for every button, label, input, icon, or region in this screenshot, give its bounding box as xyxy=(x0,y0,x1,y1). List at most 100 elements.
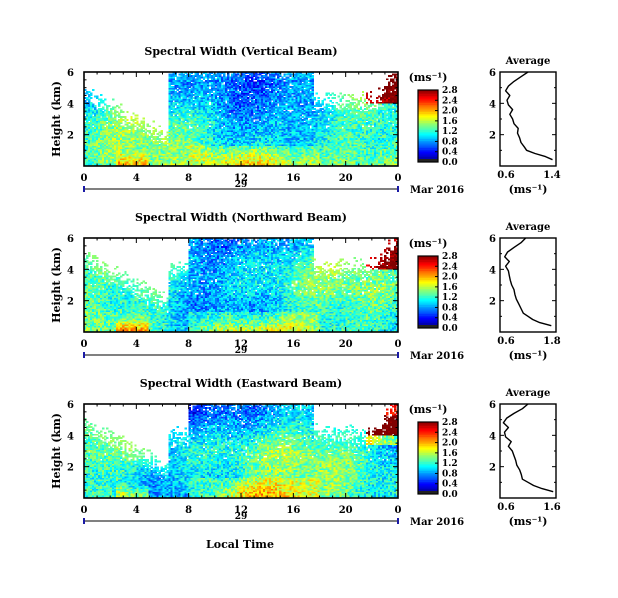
date-month-label: Mar 2016 xyxy=(410,517,464,528)
colorbar-segment xyxy=(418,427,438,430)
colorbar-segment xyxy=(418,423,438,427)
colorbar-segment xyxy=(418,486,438,490)
colorbar-tick-label: 2.4 xyxy=(442,96,458,106)
colorbar-segment xyxy=(418,436,438,439)
colorbar-segment xyxy=(418,135,438,138)
colorbar-segment xyxy=(418,151,438,154)
colorbar-segment xyxy=(418,326,438,329)
colorbar-segment xyxy=(418,113,438,116)
colorbar-segment xyxy=(418,99,438,102)
colorbar-segment xyxy=(418,476,438,479)
colorbar-segment xyxy=(418,160,438,163)
colorbar-segment xyxy=(418,106,438,109)
colorbar-frame xyxy=(417,89,439,163)
colorbar-segment xyxy=(418,142,438,145)
colorbar-tick-label: 0.4 xyxy=(442,148,458,158)
colorbar-segment xyxy=(418,102,438,105)
colorbar-segment xyxy=(418,115,438,118)
x-tick-label: 0 xyxy=(81,173,88,184)
colorbar-segment xyxy=(418,317,438,320)
colorbar-segment xyxy=(418,492,438,495)
profile-title: Average xyxy=(505,388,551,399)
colorbar-segment xyxy=(418,144,438,147)
profile-title: Average xyxy=(505,222,551,233)
x-tick-label: 20 xyxy=(339,173,353,184)
colorbar-segment xyxy=(418,265,438,268)
colorbar-segment xyxy=(418,324,438,327)
colorbar-segment xyxy=(418,126,438,129)
profile-x-axis-title: (ms⁻¹) xyxy=(509,349,548,362)
colorbar-segment xyxy=(418,270,438,273)
x-tick-label: 0 xyxy=(395,339,402,350)
colorbar-segment xyxy=(418,454,438,457)
colorbar-segment xyxy=(418,147,438,150)
colorbar-segment xyxy=(418,445,438,448)
x-tick-label: 0 xyxy=(395,505,402,516)
colorbar-segment xyxy=(418,295,438,298)
panel-title: Spectral Width (Northward Beam) xyxy=(135,211,347,224)
colorbar-segment xyxy=(418,268,438,271)
colorbar-segment xyxy=(418,293,438,297)
colorbar-segment xyxy=(418,279,438,282)
profile-y-tick-label: 4 xyxy=(489,265,496,276)
x-tick-label: 16 xyxy=(286,173,300,184)
y-tick-label: 4 xyxy=(67,265,74,276)
average-profile-line xyxy=(504,71,553,161)
colorbar-frame xyxy=(417,421,439,495)
colorbar-segment xyxy=(418,434,438,437)
colorbar-segment xyxy=(418,124,438,127)
profile-x-tick-label: 1.6 xyxy=(543,502,560,513)
colorbar-segment xyxy=(418,104,438,107)
colorbar-tick-label: 0.0 xyxy=(442,158,458,168)
colorbar-tick-label: 2.8 xyxy=(442,418,458,428)
date-month-label: Mar 2016 xyxy=(410,351,464,362)
y-axis-title: Height (km) xyxy=(50,81,63,157)
colorbar-segment xyxy=(418,93,438,96)
colorbar-segment xyxy=(418,138,438,141)
colorbar-segment xyxy=(418,261,438,264)
colorbar-segment xyxy=(418,158,438,161)
date-day-label: 29 xyxy=(235,180,248,190)
x-tick-label: 8 xyxy=(185,505,192,516)
profile-y-tick-label: 4 xyxy=(489,99,496,110)
colorbar-segment xyxy=(418,461,438,464)
colorbar-segment xyxy=(418,140,438,143)
colorbar-tick-label: 1.2 xyxy=(442,127,458,137)
heatmap-cells xyxy=(84,72,399,167)
colorbar-unit: (ms⁻¹) xyxy=(409,237,448,250)
colorbar-segment xyxy=(418,315,438,318)
x-tick-label: 4 xyxy=(133,505,140,516)
colorbar-segment xyxy=(418,272,438,275)
date-month-label: Mar 2016 xyxy=(410,185,464,196)
profile-y-tick-label: 4 xyxy=(489,431,496,442)
colorbar-tick-label: 1.2 xyxy=(442,293,458,303)
colorbar-segment xyxy=(418,154,438,158)
colorbar-segment xyxy=(418,108,438,111)
y-tick-label: 2 xyxy=(67,131,74,142)
colorbar-segment xyxy=(418,474,438,477)
colorbar-segment xyxy=(418,149,438,152)
y-tick-label: 6 xyxy=(67,400,74,411)
profile-x-tick-label: 0.6 xyxy=(497,336,514,347)
x-tick-label: 0 xyxy=(395,173,402,184)
colorbar-unit: (ms⁻¹) xyxy=(409,71,448,84)
x-tick-label: 20 xyxy=(339,505,353,516)
colorbar-segment xyxy=(418,452,438,455)
colorbar-tick-label: 0.8 xyxy=(442,303,458,313)
colorbar-segment xyxy=(418,322,438,325)
profile-x-axis-title: (ms⁻¹) xyxy=(509,515,548,528)
profile-frame xyxy=(499,403,557,499)
colorbar-segment xyxy=(418,447,438,450)
y-axis-title: Height (km) xyxy=(50,413,63,489)
colorbar-segment xyxy=(418,432,438,436)
panel-title: Spectral Width (Vertical Beam) xyxy=(144,45,337,58)
colorbar-segment xyxy=(418,120,438,123)
colorbar-tick-label: 2.0 xyxy=(442,273,458,283)
y-tick-label: 4 xyxy=(67,431,74,442)
colorbar-segment xyxy=(418,281,438,284)
x-tick-label: 0 xyxy=(81,339,88,350)
colorbar-segment xyxy=(418,431,438,434)
colorbar-unit: (ms⁻¹) xyxy=(409,403,448,416)
colorbar-segment xyxy=(418,97,438,100)
